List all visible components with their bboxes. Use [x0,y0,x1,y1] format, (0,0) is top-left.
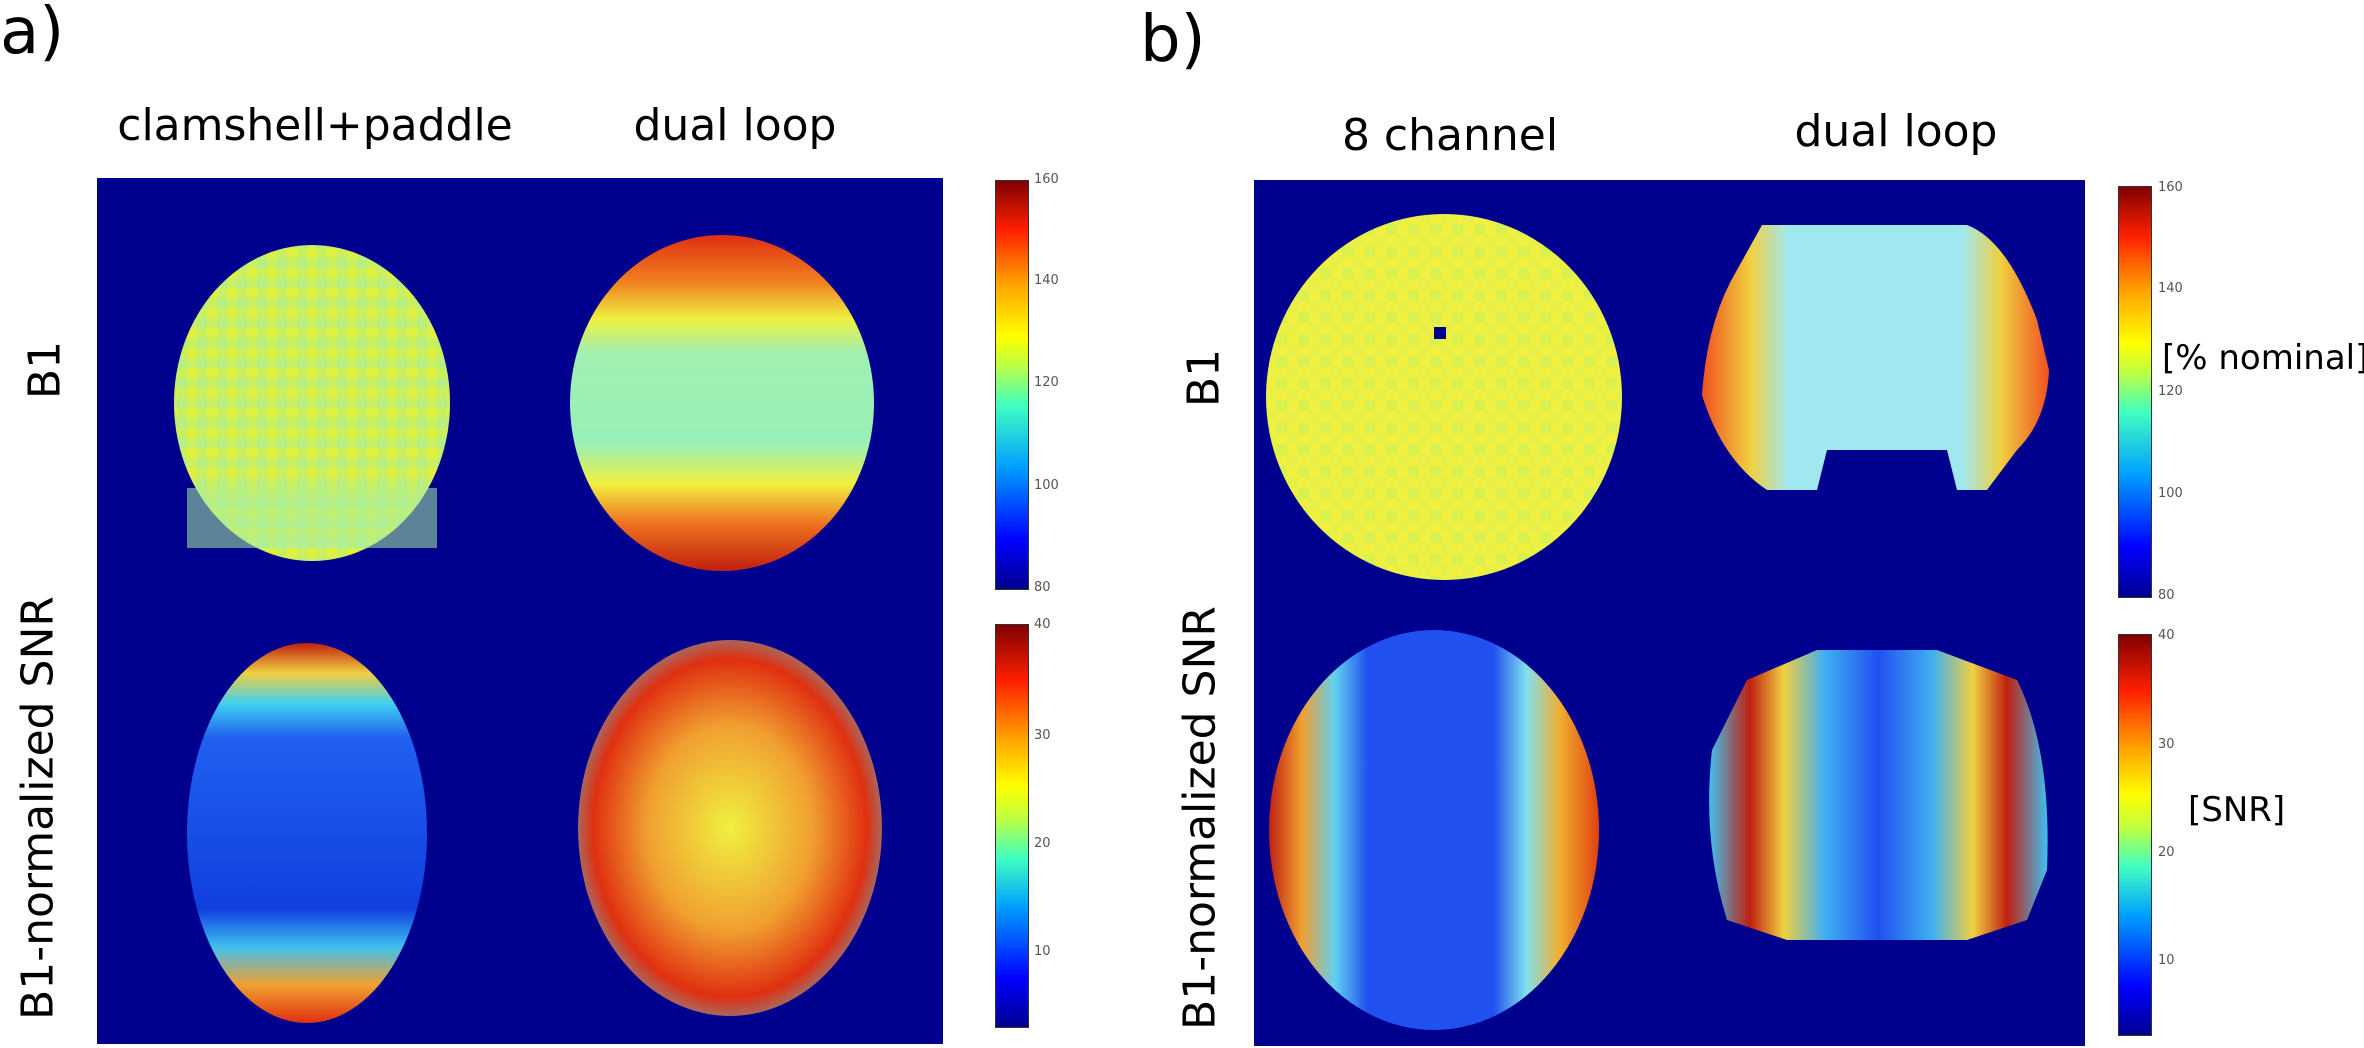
panel-b-b1-tick-140: 140 [2158,281,2183,296]
panel-b-b1-tick-100: 100 [2158,486,2183,501]
panel-b-row-label-b1: B1 [1178,348,1230,408]
panel-a-row-label-snr: B1-normalized SNR [12,596,64,1020]
panel-a-snr-clamshell-map [97,608,517,1044]
panel-a-snr-tick-40: 40 [1034,617,1051,632]
panel-a-b1-tick-120: 120 [1034,375,1059,390]
panel-b-snr-tick-10: 10 [2158,953,2175,968]
panel-a-snr-tick-30: 30 [1034,728,1051,743]
panel-b-col-title-1: 8 channel [1341,110,1559,161]
panel-b-b1-tick-160: 160 [2158,180,2183,195]
panel-b-b1-dualloop-map [1667,180,2085,610]
panel-b-letter: b) [1140,3,1206,77]
panel-b-row-label-snr: B1-normalized SNR [1174,606,1226,1030]
panel-b-snr-tick-20: 20 [2158,845,2175,860]
panel-b-b1-unit: [% nominal] [2162,338,2364,378]
panel-a-col-title-2: dual loop [633,100,837,151]
panel-a-b1-tick-80: 80 [1034,580,1051,595]
panel-a-b1-tick-100: 100 [1034,478,1059,493]
panel-b-col-title-2: dual loop [1794,106,1998,157]
panel-a-b1-clamshell-map [97,178,517,608]
panel-a-snr-dualloop-map [517,608,943,1044]
panel-a-row-label-b1: B1 [19,340,71,400]
panel-a-col-title-1: clamshell+paddle [117,100,513,151]
panel-b-snr-tick-30: 30 [2158,737,2175,752]
panel-a-snr-tick-20: 20 [1034,836,1051,851]
panel-b-b1-tick-120: 120 [2158,384,2183,399]
panel-a-b1-tick-160: 160 [1034,172,1059,187]
panel-b-snr-colorbar [2118,634,2152,1036]
panel-a-snr-colorbar [995,624,1029,1028]
panel-b-b1-8channel-map [1254,180,1667,610]
panel-b-snr-tick-40: 40 [2158,628,2175,643]
panel-b-b1-tick-80: 80 [2158,588,2175,603]
panel-b-snr-dualloop-map [1667,610,2085,1046]
panel-a-b1-dualloop-map [517,178,943,608]
panel-b-snr-8channel-map [1254,610,1667,1046]
panel-a-snr-tick-10: 10 [1034,944,1051,959]
panel-b-snr-unit: [SNR] [2188,790,2286,830]
panel-a-letter: a) [0,0,65,69]
panel-b-b1-colorbar [2118,186,2152,598]
panel-a-b1-tick-140: 140 [1034,273,1059,288]
panel-a-b1-colorbar [995,180,1029,590]
